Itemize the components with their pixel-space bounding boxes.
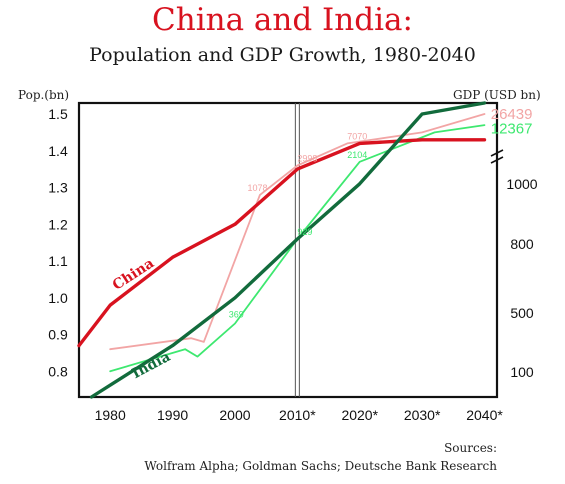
x-tick-label: 2010* — [279, 407, 316, 423]
y-left-tick-label: 1.0 — [48, 290, 68, 306]
y-left-tick-label: 0.9 — [48, 327, 68, 343]
gdp-data-label: 2104 — [347, 150, 367, 160]
gdp-data-label: 26439 — [491, 106, 533, 123]
gdp-data-label: 2998 — [297, 153, 317, 163]
india-series-label: India — [130, 349, 174, 382]
sources-text: Wolfram Alpha; Goldman Sachs; Deutsche B… — [144, 459, 497, 473]
gdp-data-label: 369 — [229, 310, 244, 320]
y-left-tick-label: 1.5 — [48, 106, 68, 122]
series-layer — [77, 101, 487, 399]
y-right-axis-label: GDP (USD bn) — [453, 88, 541, 102]
x-tick-label: 1990 — [157, 407, 188, 423]
gdp-data-label: 1078 — [247, 183, 267, 193]
x-tick-label: 1980 — [95, 407, 126, 423]
y-right-tick-label: 100 — [510, 364, 534, 380]
y-left-tick-label: 0.8 — [48, 363, 68, 379]
chart-subtitle: Population and GDP Growth, 1980-2040 — [89, 44, 476, 66]
axis-break-mark — [490, 156, 504, 164]
india-gdp-line — [109, 124, 486, 373]
axes-layer: Pop.(bn) GDP (USD bn) 0.8 0.9 1.0 1.1 1.2 1.3 1.… — [18, 88, 541, 423]
chart-title: China and India: — [152, 2, 413, 38]
y-left-tick-label: 1.2 — [48, 216, 68, 232]
x-tick-label: 2020* — [341, 407, 378, 423]
x-tick-label: 2040* — [466, 407, 503, 423]
china-gdp-line — [109, 113, 486, 351]
gdp-data-label: 12367 — [491, 121, 533, 138]
x-tick-label: 2000 — [219, 407, 250, 423]
y-left-tick-label: 1.3 — [48, 180, 68, 196]
india-population-line — [89, 101, 487, 399]
gdp-data-label: 7070 — [347, 131, 367, 141]
y-right-tick-label: 500 — [510, 305, 534, 321]
china-population-line — [77, 138, 487, 348]
y-left-tick-label: 1.1 — [48, 253, 68, 269]
axis-break-mark — [490, 149, 504, 157]
x-tick-label: 2030* — [404, 407, 441, 423]
y-right-tick-label: 1000 — [506, 176, 537, 192]
gdp-data-label: 929 — [297, 227, 312, 237]
plot-frame — [77, 101, 499, 399]
y-left-axis-label: Pop.(bn) — [18, 88, 69, 102]
y-right-tick-label: 800 — [510, 236, 534, 252]
sources-heading: Sources: — [444, 441, 497, 455]
y-left-tick-label: 1.4 — [48, 143, 68, 159]
